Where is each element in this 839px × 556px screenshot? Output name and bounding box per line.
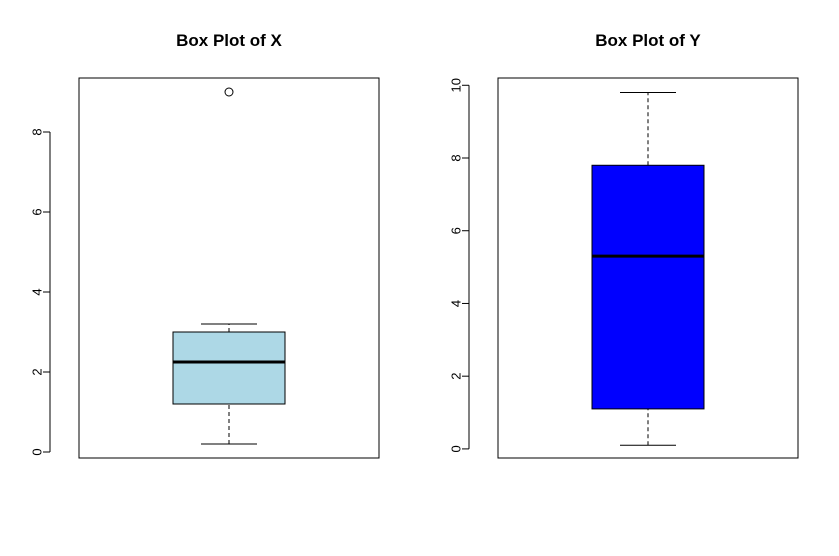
y-tick-label-6: 6 [30,208,45,215]
box-x [172,87,286,445]
iqr-box [172,331,286,405]
y-tick-label-2: 2 [449,373,464,380]
y-ticks-y: 0 2 4 6 8 10 [449,78,469,453]
box-y [591,92,705,446]
panel-x: Box Plot of X 0 2 4 6 8 [30,31,380,459]
iqr-box [591,164,705,410]
y-ticks-x: 0 2 4 6 8 [30,128,50,456]
y-tick-label-0: 0 [449,445,464,452]
chart-title-x: Box Plot of X [176,31,282,50]
outlier-point-0 [224,87,234,97]
y-tick-label-4: 4 [449,300,464,307]
y-tick-label-2: 2 [30,368,45,375]
chart-title-y: Box Plot of Y [595,31,701,50]
y-tick-label-4: 4 [30,288,45,295]
y-tick-label-10: 10 [449,78,464,92]
plot-frame-y [497,77,799,459]
plot-frame-x [78,77,380,459]
y-tick-label-6: 6 [449,227,464,234]
y-tick-label-8: 8 [30,128,45,135]
y-tick-label-8: 8 [449,154,464,161]
y-tick-label-0: 0 [30,448,45,455]
panel-y: Box Plot of Y 0 2 4 6 8 10 [449,31,799,459]
